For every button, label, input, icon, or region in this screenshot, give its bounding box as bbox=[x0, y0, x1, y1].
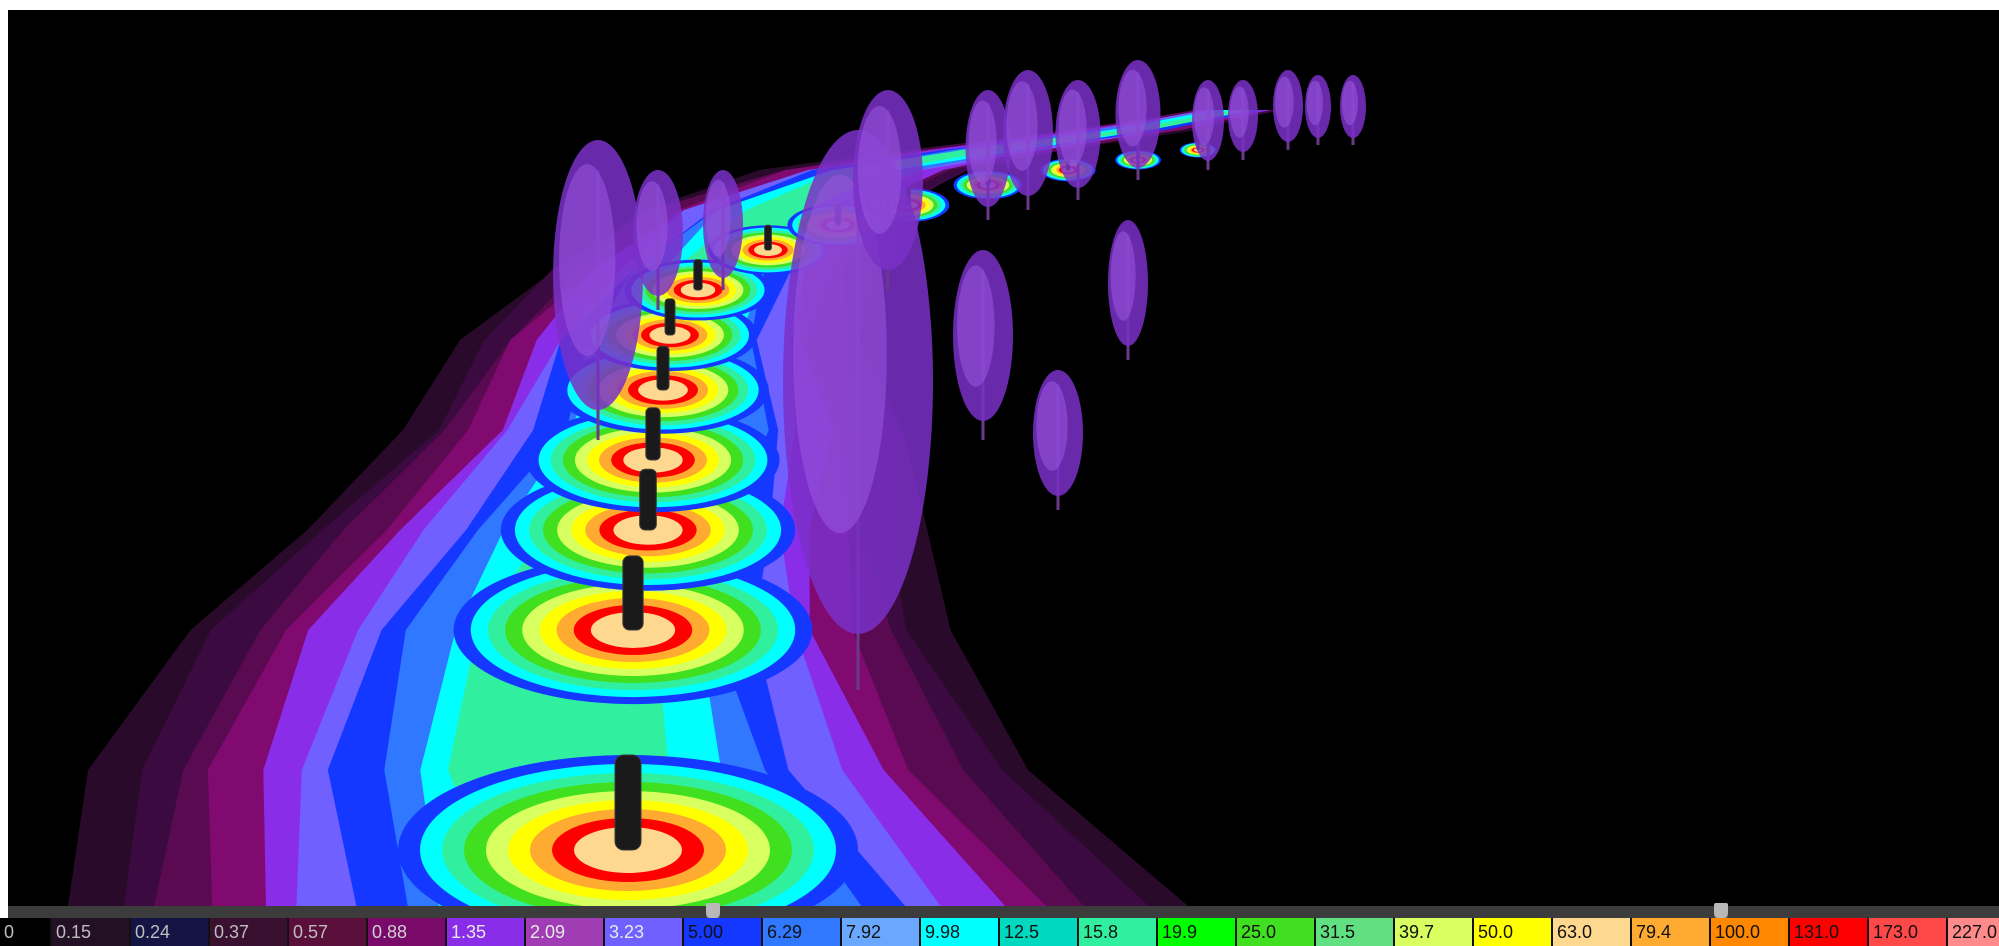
legend-cell: 25.0 bbox=[1237, 918, 1316, 946]
legend-cell: 15.8 bbox=[1079, 918, 1158, 946]
tree-canopy-highlight bbox=[1036, 381, 1068, 471]
legend-cell: 12.5 bbox=[1000, 918, 1079, 946]
lamp-pole bbox=[622, 555, 644, 631]
lamp-pole bbox=[645, 407, 661, 461]
legend-cell: 0 bbox=[0, 918, 52, 946]
legend-cell: 6.29 bbox=[763, 918, 842, 946]
legend-cell: 2.09 bbox=[526, 918, 605, 946]
lamp-pole bbox=[639, 468, 657, 531]
tree-canopy-highlight bbox=[1306, 80, 1324, 126]
legend-cell: 0.37 bbox=[210, 918, 289, 946]
legend-cell: 1.35 bbox=[447, 918, 526, 946]
legend-cell: 50.0 bbox=[1474, 918, 1553, 946]
tree-canopy-highlight bbox=[1341, 80, 1359, 126]
legend-cell: 39.7 bbox=[1395, 918, 1474, 946]
legend-cell: 79.4 bbox=[1632, 918, 1711, 946]
lamp-pole bbox=[693, 259, 703, 291]
legend-cell: 19.9 bbox=[1158, 918, 1237, 946]
range-slider-max-handle[interactable] bbox=[1714, 903, 1728, 921]
legend-cell: 0.88 bbox=[368, 918, 447, 946]
legend-cell: 131.0 bbox=[1790, 918, 1869, 946]
tree-canopy-highlight bbox=[1275, 76, 1294, 128]
legend-cell: 9.98 bbox=[921, 918, 1000, 946]
range-slider-track[interactable] bbox=[8, 906, 1999, 918]
range-slider-min-handle[interactable] bbox=[706, 903, 720, 921]
scene-render bbox=[68, 60, 1366, 906]
tree-canopy-highlight bbox=[559, 164, 616, 356]
tree-canopy-highlight bbox=[1230, 86, 1249, 138]
lamp-pole bbox=[664, 298, 676, 336]
tree-canopy-highlight bbox=[705, 179, 731, 257]
legend-cell: 100.0 bbox=[1711, 918, 1790, 946]
legend-cell: 0.57 bbox=[289, 918, 368, 946]
tree-canopy-highlight bbox=[1194, 87, 1215, 145]
tree-canopy-highlight bbox=[636, 181, 668, 271]
tree-canopy-highlight bbox=[968, 100, 997, 184]
tree-canopy-highlight bbox=[1058, 89, 1087, 167]
tree-canopy-highlight bbox=[1006, 81, 1038, 171]
legend-cell: 3.23 bbox=[605, 918, 684, 946]
legend-cell: 31.5 bbox=[1316, 918, 1395, 946]
legend-cell: 63.0 bbox=[1553, 918, 1632, 946]
legend-cell: 227.0 bbox=[1948, 918, 1999, 946]
illuminance-3d-viewport[interactable] bbox=[8, 10, 1999, 906]
legend-cell: 0.24 bbox=[131, 918, 210, 946]
tree-canopy-highlight bbox=[1118, 69, 1147, 147]
legend-cell: 173.0 bbox=[1869, 918, 1948, 946]
tree-canopy-highlight bbox=[957, 265, 995, 387]
lamp-pole bbox=[614, 754, 642, 851]
tree-canopy-highlight bbox=[1110, 231, 1136, 321]
legend-cell: 7.92 bbox=[842, 918, 921, 946]
lamp-pole bbox=[656, 345, 670, 391]
legend-cell: 0.15 bbox=[52, 918, 131, 946]
legend-cell: 5.00 bbox=[684, 918, 763, 946]
lamp-pole bbox=[764, 224, 772, 251]
color-scale-legend: 0 0.15 0.24 0.37 0.57 0.88 1.35 2.09 3.23 5.00 6.2… bbox=[0, 918, 1999, 946]
tree-canopy-highlight bbox=[857, 106, 902, 234]
tree-canopy-highlight bbox=[793, 174, 887, 534]
